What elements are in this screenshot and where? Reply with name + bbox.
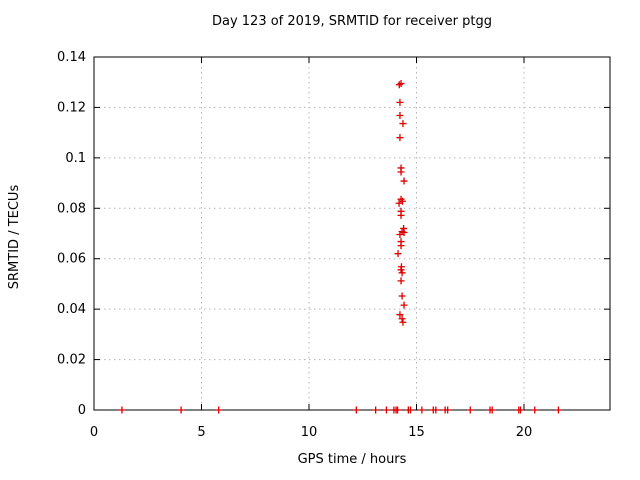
- x-tick-label: 10: [301, 425, 318, 440]
- y-tick-label: 0.02: [57, 353, 86, 368]
- data-point-marker: [372, 406, 380, 414]
- y-tick-label: 0.1: [65, 151, 86, 166]
- data-point-marker: [177, 406, 185, 414]
- data-point-marker: [400, 228, 408, 236]
- data-point-marker: [352, 406, 360, 414]
- data-point-marker: [396, 231, 404, 239]
- y-tick-label: 0.12: [57, 100, 86, 115]
- data-point-marker: [397, 242, 405, 250]
- data-point-marker: [397, 266, 405, 274]
- data-point-marker: [394, 406, 402, 414]
- data-point-marker: [400, 177, 408, 185]
- y-tick-label: 0.14: [57, 50, 86, 65]
- data-point-marker: [215, 406, 223, 414]
- data-point-marker: [398, 269, 406, 277]
- data-point-marker: [397, 168, 405, 176]
- y-tick-label: 0.04: [57, 302, 86, 317]
- data-point-marker: [397, 277, 405, 285]
- data-point-marker: [395, 199, 403, 207]
- data-point-marker: [444, 406, 452, 414]
- x-tick-label: 5: [197, 425, 205, 440]
- data-point-marker: [397, 79, 405, 87]
- data-point-marker: [382, 406, 390, 414]
- data-point-marker: [395, 81, 403, 89]
- data-point-marker: [488, 406, 496, 414]
- chart-title: Day 123 of 2019, SRMTID for receiver ptg…: [211, 14, 493, 29]
- data-point-marker: [394, 250, 402, 258]
- x-tick-label: 15: [408, 425, 425, 440]
- data-point-marker: [418, 406, 426, 414]
- data-point-marker: [396, 98, 404, 106]
- data-point-marker: [399, 318, 407, 326]
- y-tick-label: 0.06: [57, 252, 86, 267]
- y-tick-label: 0: [78, 403, 86, 418]
- data-point-marker: [554, 406, 562, 414]
- y-tick-label: 0.08: [57, 201, 86, 216]
- data-point-marker: [396, 111, 404, 119]
- data-point-marker: [406, 406, 414, 414]
- data-point-marker: [398, 292, 406, 300]
- plot-border: [93, 56, 611, 411]
- x-tick-label: 20: [516, 425, 533, 440]
- data-point-marker: [517, 406, 525, 414]
- data-point-marker: [396, 311, 404, 319]
- data-point-marker: [397, 211, 405, 219]
- data-point-marker: [466, 406, 474, 414]
- data-point-marker: [531, 406, 539, 414]
- data-point-marker: [400, 301, 408, 309]
- data-point-marker: [398, 315, 406, 323]
- data-point-marker: [399, 120, 407, 128]
- data-point-marker: [432, 406, 440, 414]
- x-axis-label: GPS time / hours: [297, 452, 407, 467]
- x-tick-label: 0: [90, 425, 98, 440]
- data-point-marker: [118, 406, 126, 414]
- data-point-marker: [396, 134, 404, 142]
